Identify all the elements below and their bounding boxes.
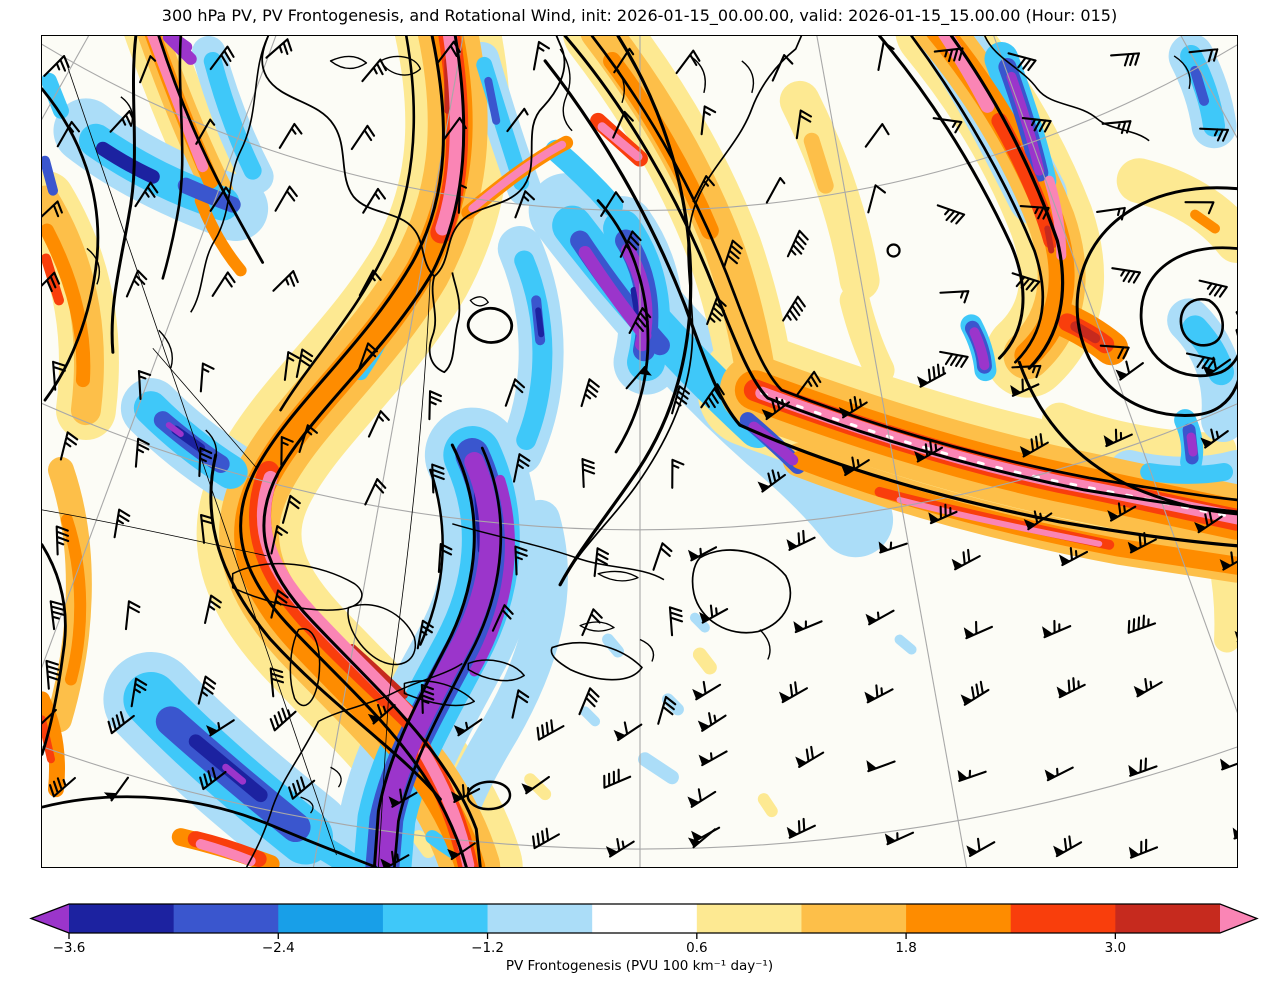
colorbar-tick-label: −2.4 — [261, 940, 295, 956]
chart-title: 300 hPa PV, PV Frontogenesis, and Rotati… — [161, 6, 1118, 25]
map-canvas — [42, 36, 1237, 867]
colorbar-tick-label: 1.8 — [895, 940, 917, 956]
colorbar — [29, 903, 1259, 939]
colorbar-label: PV Frontogenesis (PVU 100 km⁻¹ day⁻¹) — [505, 958, 774, 974]
wind-barbs — [42, 38, 1237, 867]
colorbar-tick-label: −1.2 — [471, 940, 504, 956]
map-frame — [41, 35, 1238, 868]
colorbar-under-arrow — [31, 904, 69, 933]
colorbar-tick-label: −3.6 — [52, 940, 86, 956]
colorbar-tick-label: 3.0 — [1104, 940, 1127, 956]
colorbar-area: −3.6 −2.4 −1.2 0.6 1.8 3.0 PV Frontogenesis (… — [0, 890, 1279, 1001]
pv-contours — [42, 36, 1237, 867]
colorbar-over-arrow — [1220, 904, 1257, 933]
colorbar-tick-label: 0.6 — [686, 940, 708, 956]
